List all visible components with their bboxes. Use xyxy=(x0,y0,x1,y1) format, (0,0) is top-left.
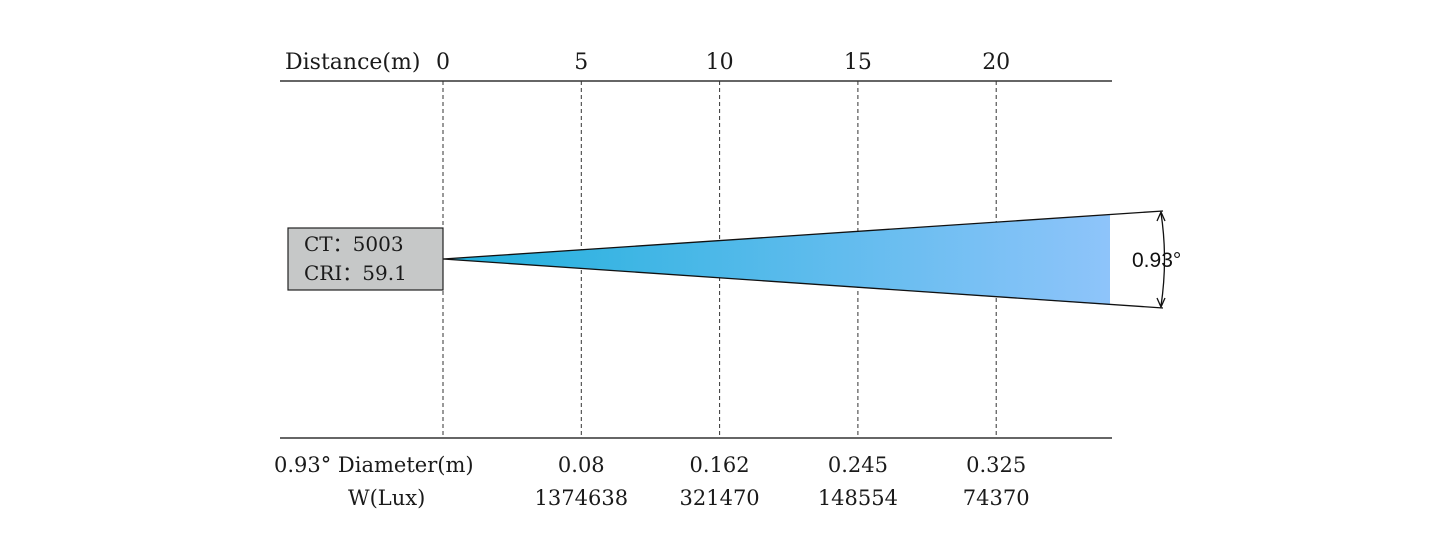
distance-tick-label: 20 xyxy=(982,50,1010,75)
beam-angle-arc xyxy=(1160,212,1166,307)
diameter-value: 0.162 xyxy=(690,453,750,477)
cri-text: CRI：59.1 xyxy=(304,261,407,285)
beam-angle-label: 0.93° xyxy=(1132,249,1181,272)
lux-values: 1374638 321470 148554 74370 xyxy=(535,486,1030,510)
arc-arrow-top xyxy=(1156,210,1166,222)
distance-tick-label: 5 xyxy=(574,50,588,75)
beam-lower-edge xyxy=(442,258,1164,309)
beam-cone xyxy=(443,215,1110,305)
distance-axis-label: Distance(m) xyxy=(285,50,420,75)
diameter-values: 0.08 0.162 0.245 0.325 xyxy=(558,453,1026,477)
diameter-value: 0.245 xyxy=(828,453,888,477)
beam-upper-edge xyxy=(442,210,1164,260)
distance-tick-labels: 0 5 10 15 20 xyxy=(436,50,1010,75)
diameter-value: 0.325 xyxy=(966,453,1026,477)
source-box xyxy=(287,227,444,291)
distance-tick-label: 10 xyxy=(706,50,734,75)
lux-value: 1374638 xyxy=(535,486,629,510)
diameter-value: 0.08 xyxy=(558,453,605,477)
lux-value: 74370 xyxy=(963,486,1030,510)
distance-tick-label: 15 xyxy=(844,50,872,75)
lux-value: 321470 xyxy=(680,486,760,510)
arc-arrow-bottom xyxy=(1156,297,1166,309)
color-temperature-text: CT：5003 xyxy=(304,232,404,256)
distance-tick-label: 0 xyxy=(436,50,450,75)
lux-value: 148554 xyxy=(818,486,898,510)
diameter-row-label: 0.93° Diameter(m) xyxy=(274,453,474,477)
lux-row-label: W(Lux) xyxy=(348,486,425,510)
